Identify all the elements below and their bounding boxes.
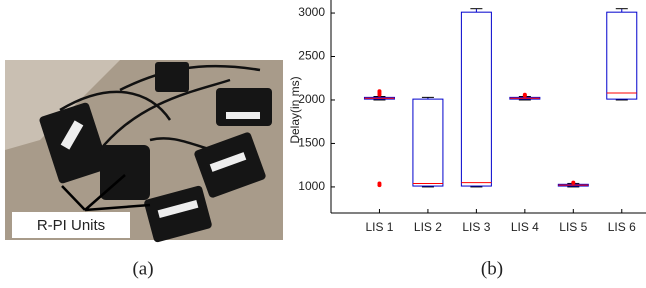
- y-tick-label: 1000: [298, 179, 325, 193]
- y-axis-label: Delay(in ms): [288, 76, 302, 143]
- outlier: [377, 89, 381, 93]
- box: [607, 12, 637, 99]
- outlier: [377, 181, 381, 185]
- box: [461, 12, 491, 186]
- y-tick-label: 1500: [298, 136, 325, 150]
- box: [413, 99, 443, 186]
- outlier: [523, 93, 527, 97]
- figure: R-PI Units (a) (b) Delay(in ms) 1000 1500…: [0, 0, 646, 288]
- x-tick-label: LIS 2: [414, 220, 442, 234]
- caption: (b): [481, 258, 503, 279]
- y-tick-label: 2500: [298, 49, 325, 63]
- annotation: R-PI Units: [37, 217, 105, 234]
- caption: (a): [132, 258, 153, 279]
- photo: R-PI Units: [5, 60, 283, 243]
- x-tick-label: LIS 6: [608, 220, 636, 234]
- x-tick-label: LIS 5: [559, 220, 587, 234]
- y-tick-label: 3000: [298, 5, 325, 19]
- outlier: [571, 181, 575, 185]
- x-tick-label: LIS 4: [511, 220, 539, 234]
- x-tick-label: LIS 3: [462, 220, 490, 234]
- y-tick-label: 2000: [298, 92, 325, 106]
- x-tick-label: LIS 1: [365, 220, 393, 234]
